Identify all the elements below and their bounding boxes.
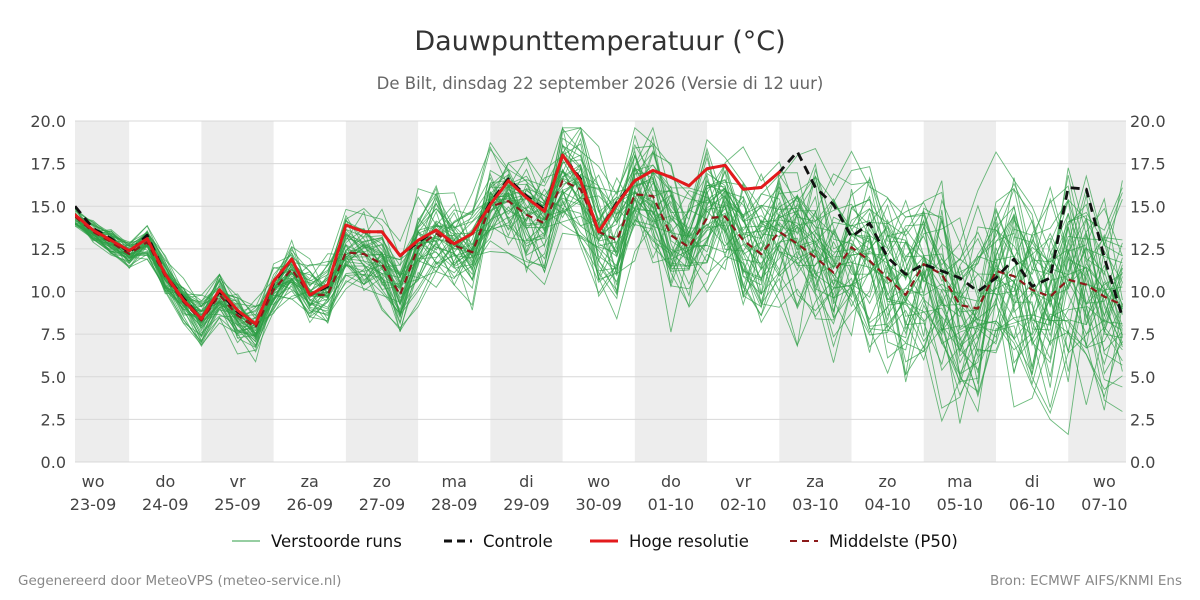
chart-subtitle: De Bilt, dinsdag 22 september 2026 (Vers…	[377, 74, 824, 93]
ensemble-run-line	[75, 200, 1123, 398]
x-tick-weekday: vr	[735, 472, 751, 491]
y-tick-label-left: 5.0	[41, 368, 66, 387]
x-axis: wo 23-09 do 24-09 vr 25-09 za 26-09 zo 27-09 ma 28-…	[70, 472, 1128, 514]
ensemble-run-line	[75, 127, 1123, 348]
footer-source: Bron: ECMWF AIFS/KNMI Ens	[990, 573, 1182, 589]
ensemble-run-line	[75, 127, 1123, 363]
x-tick-weekday: zo	[879, 472, 897, 491]
y-tick-label-right: 0.0	[1130, 453, 1155, 472]
x-tick-weekday: za	[301, 472, 319, 491]
x-tick-weekday: do	[155, 472, 175, 491]
y-tick-label-left: 7.5	[41, 325, 66, 344]
legend: Verstoorde runs Controle Hoge resolutie …	[232, 532, 958, 551]
x-tick-date: 07-10	[1081, 495, 1128, 514]
y-tick-label-right: 5.0	[1130, 368, 1155, 387]
y-tick-label-right: 17.5	[1130, 155, 1166, 174]
x-tick-weekday: wo	[82, 472, 105, 491]
x-tick-date: 01-10	[648, 495, 695, 514]
ensemble-run-line	[75, 126, 1123, 375]
y-tick-label-right: 7.5	[1130, 325, 1155, 344]
y-axis-left: 0.0 2.5 5.0 7.5 10.0 12.5 15.0 17.5 20.0	[30, 112, 66, 472]
y-tick-label-left: 20.0	[30, 112, 66, 131]
x-tick-date: 06-10	[1009, 495, 1056, 514]
x-tick-weekday: ma	[947, 472, 972, 491]
x-tick-weekday: zo	[373, 472, 391, 491]
y-tick-label-left: 12.5	[30, 240, 66, 259]
footer-credit: Gegenereerd door MeteoVPS (meteo-service…	[18, 573, 341, 589]
y-tick-label-right: 2.5	[1130, 410, 1155, 429]
x-tick-weekday: wo	[1093, 472, 1116, 491]
legend-label-controle: Controle	[483, 532, 553, 551]
x-tick-date: 02-10	[720, 495, 767, 514]
ensemble-run-line	[75, 174, 1123, 397]
x-tick-weekday: vr	[230, 472, 246, 491]
y-tick-label-right: 15.0	[1130, 197, 1166, 216]
chart-title: Dauwpunttemperatuur (°C)	[414, 26, 785, 57]
x-tick-weekday: za	[806, 472, 824, 491]
x-tick-date: 04-10	[864, 495, 911, 514]
y-tick-label-right: 12.5	[1130, 240, 1166, 259]
x-tick-weekday: di	[519, 472, 534, 491]
x-tick-date: 30-09	[575, 495, 622, 514]
x-tick-date: 24-09	[142, 495, 189, 514]
x-tick-date: 28-09	[431, 495, 478, 514]
ensemble-run-line	[75, 176, 1123, 345]
ensemble-run-line	[75, 126, 1123, 363]
x-tick-weekday: di	[1025, 472, 1040, 491]
ensemble-runs	[75, 126, 1123, 436]
x-tick-date: 27-09	[359, 495, 406, 514]
x-tick-weekday: wo	[587, 472, 610, 491]
ensemble-run-line	[75, 155, 1123, 327]
y-tick-label-left: 2.5	[41, 410, 66, 429]
ensemble-run-line	[75, 145, 1123, 415]
legend-label-p50: Middelste (P50)	[829, 532, 958, 551]
y-axis-right: 0.0 2.5 5.0 7.5 10.0 12.5 15.0 17.5 20.0	[1130, 112, 1166, 472]
ensemble-run-line	[75, 175, 1123, 352]
main-series	[75, 150, 1124, 329]
y-tick-label-right: 10.0	[1130, 283, 1166, 302]
x-tick-weekday: do	[661, 472, 681, 491]
y-tick-label-left: 15.0	[30, 197, 66, 216]
legend-label-verstoorde: Verstoorde runs	[271, 532, 402, 551]
x-tick-weekday: ma	[442, 472, 467, 491]
x-tick-date: 23-09	[70, 495, 117, 514]
x-tick-date: 05-10	[937, 495, 984, 514]
x-tick-date: 26-09	[287, 495, 334, 514]
y-tick-label-left: 0.0	[41, 453, 66, 472]
legend-label-hoge-resolutie: Hoge resolutie	[629, 532, 749, 551]
y-tick-label-left: 10.0	[30, 283, 66, 302]
x-tick-date: 29-09	[503, 495, 550, 514]
ensemble-run-line	[75, 150, 1123, 393]
y-tick-label-right: 20.0	[1130, 112, 1166, 131]
x-tick-date: 25-09	[214, 495, 261, 514]
ensemble-run-line	[75, 170, 1123, 366]
y-tick-label-left: 17.5	[30, 155, 66, 174]
series-line-hoge-resolutie	[75, 153, 781, 326]
x-tick-date: 03-10	[792, 495, 839, 514]
